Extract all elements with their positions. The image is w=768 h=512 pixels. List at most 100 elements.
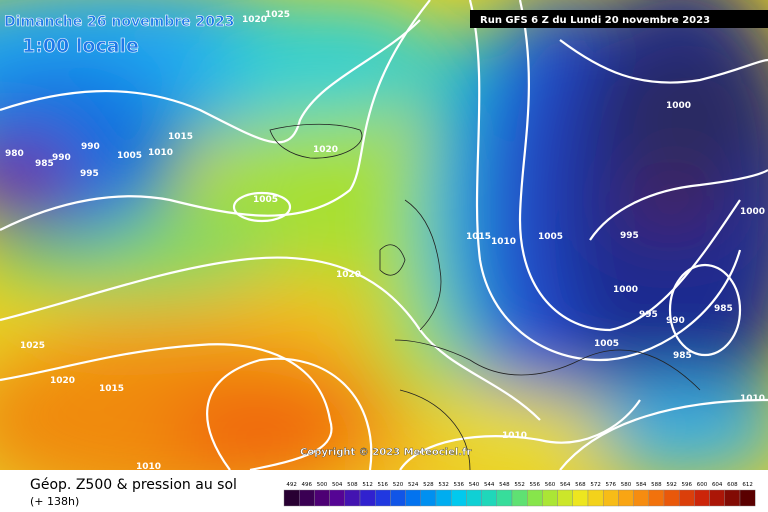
isobar-label: 1000 [740, 207, 765, 217]
isobar-label: 1010 [136, 462, 161, 472]
legend-swatch [709, 489, 725, 507]
isobar-label: 1025 [265, 10, 290, 20]
legend-swatch [299, 489, 315, 507]
legend-swatch [390, 489, 406, 507]
legend-swatch [344, 489, 361, 507]
legend-swatch [618, 489, 634, 507]
legend-label: 532 [438, 482, 449, 488]
iceland-outline [269, 123, 363, 159]
footer-title: Géop. Z500 & pression au sol [30, 477, 237, 493]
isobars [0, 0, 768, 470]
legend-label: 600 [697, 482, 708, 488]
coastline [394, 339, 701, 470]
legend-label: 540 [469, 482, 480, 488]
legend-label: 580 [621, 482, 632, 488]
legend-swatch [405, 489, 422, 507]
legend-swatch [496, 489, 513, 507]
legend-label: 492 [286, 482, 297, 488]
isobar-label: 985 [673, 351, 692, 361]
isobar-label: 1015 [99, 384, 124, 394]
legend-label: 564 [560, 482, 571, 488]
legend-label: 560 [545, 482, 556, 488]
legend-swatch [435, 489, 452, 507]
isobar-label: 1000 [613, 285, 638, 295]
date-label: Dimanche 26 novembre 2023 [4, 14, 234, 30]
legend-swatch [572, 489, 589, 507]
isobar-label: 1010 [740, 394, 765, 404]
legend-swatch [451, 489, 467, 507]
legend-swatch [420, 489, 437, 507]
legend-label: 516 [378, 482, 389, 488]
isobar-label: 1020 [336, 270, 361, 280]
isobar-label: 990 [666, 316, 685, 326]
isobar-label: 1015 [168, 132, 193, 142]
run-banner [470, 10, 768, 28]
isobar-label: 1015 [466, 232, 491, 242]
legend-label: 536 [454, 482, 465, 488]
legend-label: 544 [484, 482, 495, 488]
isobar-label: 1020 [50, 376, 75, 386]
legend-swatch [283, 489, 300, 507]
legend-label: 504 [332, 482, 343, 488]
legend-swatch [739, 489, 756, 507]
legend-label: 568 [575, 482, 586, 488]
legend-label: 512 [362, 482, 373, 488]
isobar-label: 1005 [253, 195, 278, 205]
legend-swatch [633, 489, 649, 507]
isobar-label: 980 [5, 149, 24, 159]
isobar-label: 1020 [242, 15, 267, 25]
coastline [379, 199, 442, 331]
legend-label: 572 [590, 482, 601, 488]
legend-swatch [557, 489, 573, 507]
isobar-label: 1010 [148, 148, 173, 158]
color-legend: 492 496 500 504 508 512 516 520 524 528 532 536 540 5… [283, 482, 756, 507]
isobar-label: 995 [620, 231, 639, 241]
legend-label: 584 [636, 482, 647, 488]
legend-label: 556 [530, 482, 541, 488]
footer-lead: (+ 138h) [30, 495, 79, 508]
legend-label: 588 [651, 482, 662, 488]
legend-label: 596 [682, 482, 693, 488]
isobar-label: 995 [80, 169, 99, 179]
legend-label: 500 [317, 482, 328, 488]
legend-label: 496 [302, 482, 313, 488]
legend-swatch [724, 489, 741, 507]
legend-swatch [694, 489, 710, 507]
legend-label: 520 [393, 482, 404, 488]
isobar-labels: 1020 1025 980 985 990 990 995 1005 1010 … [5, 10, 765, 472]
isobar-label: 990 [52, 153, 71, 163]
legend-label: 508 [347, 482, 358, 488]
legend-swatch [466, 489, 482, 507]
legend-swatch [587, 489, 604, 507]
legend-swatch [375, 489, 391, 507]
legend-label: 592 [666, 482, 677, 488]
run-label: Run GFS 6 Z du Lundi 20 novembre 2023 [480, 15, 710, 26]
legend-label: 576 [606, 482, 617, 488]
time-label: 1:00 locale [22, 35, 139, 57]
isobar-label: 1005 [538, 232, 563, 242]
legend-swatch [603, 489, 619, 507]
legend-swatch [542, 489, 558, 507]
isobar-label: 1005 [594, 339, 619, 349]
isobar-label: 1000 [666, 101, 691, 111]
legend-label: 604 [712, 482, 723, 488]
copyright: Copyright © 2023 Meteociel.fr [300, 447, 471, 458]
legend-swatch [481, 489, 498, 507]
legend-label: 608 [727, 482, 738, 488]
legend-swatch [679, 489, 695, 507]
isobar-label: 1020 [313, 145, 338, 155]
legend-label: 528 [423, 482, 434, 488]
legend-swatch [359, 489, 376, 507]
legend-label: 612 [742, 482, 753, 488]
isobar-label: 1010 [491, 237, 516, 247]
legend-label: 524 [408, 482, 419, 488]
isobar-label: 985 [35, 159, 54, 169]
legend-swatch [511, 489, 528, 507]
isobar-label: 985 [714, 304, 733, 314]
legend-swatch [648, 489, 665, 507]
legend-swatch [329, 489, 346, 507]
isobar-label: 990 [81, 142, 100, 152]
legend-label: 548 [499, 482, 510, 488]
